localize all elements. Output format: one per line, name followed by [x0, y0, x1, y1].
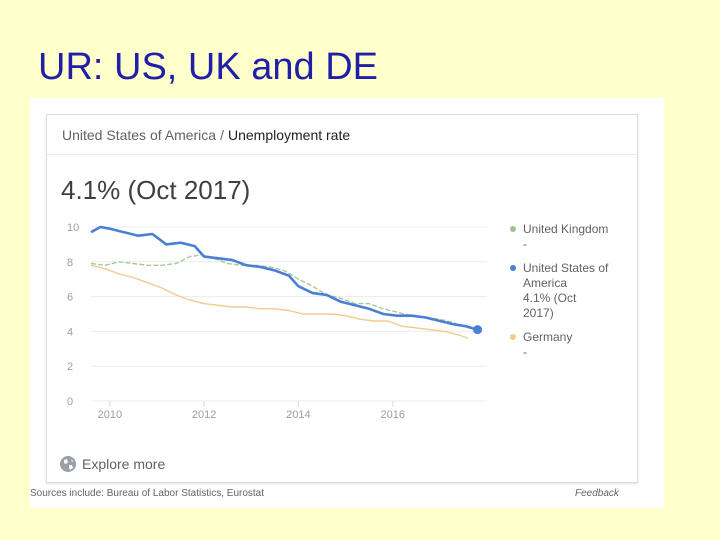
legend-name: Germany: [523, 330, 573, 344]
legend-item-uk[interactable]: United Kingdom -: [507, 222, 637, 252]
explore-more-label: Explore more: [82, 456, 166, 472]
breadcrumb-metric: Unemployment rate: [227, 127, 351, 143]
x-axis-labels: 2010 2012 2014 2016: [98, 409, 405, 421]
legend-dot-icon: [510, 334, 516, 340]
x-tick-label: 2016: [380, 409, 404, 421]
y-tick-label: 4: [67, 326, 73, 338]
series-line-uk: [90, 254, 462, 327]
legend-value: 4.1% (Oct 2017): [523, 291, 577, 320]
series-end-point-us[interactable]: [473, 325, 483, 335]
sources-note: Sources include: Bureau of Labor Statist…: [30, 488, 265, 499]
globe-icon: [60, 456, 76, 472]
legend-dot-icon: [510, 226, 516, 232]
breadcrumb-country[interactable]: United States of America: [62, 127, 217, 143]
legend-name: United Kingdom: [523, 222, 609, 236]
slide-title: UR: US, UK and DE: [38, 46, 378, 88]
legend-item-de[interactable]: Germany -: [507, 330, 637, 360]
grid: [91, 226, 487, 407]
legend-item-us[interactable]: United States of America 4.1% (Oct 2017): [507, 261, 637, 321]
y-tick-label: 0: [67, 396, 73, 408]
unemployment-card: United States of America / Unemployment ra…: [46, 114, 638, 483]
y-tick-label: 2: [67, 361, 73, 373]
legend-dot-icon: [510, 265, 516, 271]
unemployment-chart[interactable]: 0 2 4 6 8 10 2010 2012 2014 2016: [47, 215, 497, 445]
series-line-us: [90, 225, 478, 331]
screenshot-panel: United States of America / Unemployment ra…: [30, 98, 664, 508]
series-line-de: [90, 264, 469, 340]
legend-value: -: [523, 237, 527, 251]
legend-value: -: [523, 345, 527, 359]
y-tick-label: 8: [67, 257, 73, 269]
feedback-link[interactable]: Feedback: [575, 488, 619, 499]
chart-legend: United Kingdom - United States of Americ…: [507, 222, 637, 369]
breadcrumb-separator: /: [220, 127, 224, 143]
breadcrumb: United States of America / Unemployment ra…: [62, 127, 350, 143]
headline-value: 4.1% (Oct 2017): [61, 175, 251, 205]
card-divider: [47, 154, 637, 155]
y-axis-labels: 0 2 4 6 8 10: [67, 222, 79, 408]
y-tick-label: 10: [67, 222, 79, 234]
explore-more-link[interactable]: Explore more: [59, 455, 165, 473]
y-tick-label: 6: [67, 292, 73, 304]
x-tick-label: 2010: [98, 409, 122, 421]
x-tick-label: 2012: [192, 409, 216, 421]
series-lines: [90, 225, 483, 340]
legend-name: United States of America: [523, 261, 609, 290]
x-tick-label: 2014: [286, 409, 310, 421]
